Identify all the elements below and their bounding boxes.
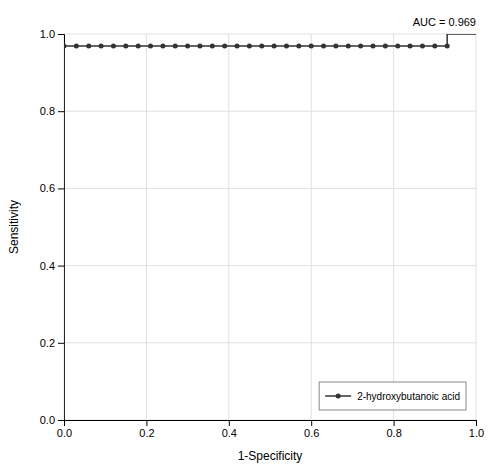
tick-mark — [58, 343, 64, 344]
point — [123, 43, 128, 48]
axis-domain — [65, 421, 477, 427]
grid-line-y — [64, 342, 476, 343]
tick-label: 0.2 — [139, 427, 154, 439]
point — [346, 43, 351, 48]
point — [247, 43, 252, 48]
point — [160, 43, 165, 48]
tick-mark — [58, 266, 64, 267]
point — [136, 43, 141, 48]
grid-line-y — [64, 111, 476, 112]
tick-mark — [146, 420, 147, 426]
grid-line-x — [393, 34, 394, 420]
tick: 0.8 — [386, 420, 401, 439]
point — [296, 43, 301, 48]
legend-label: 2-hydroxybutanoic acid — [357, 391, 460, 402]
tick-label: 0.6 — [40, 182, 55, 194]
tick: 0.6 — [304, 420, 319, 439]
tick-label: 0.4 — [222, 427, 237, 439]
grid-line-y — [64, 188, 476, 189]
marks — [64, 34, 476, 420]
y-axis: 0.0 0.2 0.4 0.6 0.8 1.0 — [40, 28, 65, 426]
tick-label: 0.6 — [304, 427, 319, 439]
tick-mark — [58, 420, 64, 421]
legend: 2-hydroxybutanoic acid — [319, 382, 466, 410]
tick-label: 0.8 — [386, 427, 401, 439]
point — [445, 43, 450, 48]
point — [259, 43, 264, 48]
point — [222, 43, 227, 48]
tick-label: 0.0 — [57, 427, 72, 439]
point — [309, 43, 314, 48]
tick: 0.2 — [40, 337, 64, 349]
tick-mark — [311, 420, 312, 426]
tick: 0.6 — [40, 182, 64, 194]
grid — [64, 34, 476, 420]
tick: 0.0 — [57, 420, 72, 439]
grid-line-x — [311, 34, 312, 420]
legend-box — [319, 382, 466, 410]
y-axis-title: Sensitivity — [7, 200, 21, 254]
point — [74, 43, 79, 48]
point — [284, 43, 289, 48]
point — [148, 43, 153, 48]
grid-line-x — [476, 34, 477, 420]
point — [420, 43, 425, 48]
roc-line — [64, 34, 476, 420]
point — [333, 43, 338, 48]
tick-label: 0.2 — [40, 337, 55, 349]
grid-line-x — [146, 34, 147, 420]
point — [395, 43, 400, 48]
tick-mark — [58, 188, 64, 189]
point — [173, 43, 178, 48]
point — [371, 43, 376, 48]
tick-label: 0.4 — [40, 260, 55, 272]
point — [99, 43, 104, 48]
point — [383, 43, 388, 48]
legend-symbol — [336, 394, 341, 399]
tick-mark — [476, 420, 477, 426]
point — [432, 43, 437, 48]
point — [111, 43, 116, 48]
tick: 0.4 — [40, 260, 64, 272]
chart: 0.0 0.2 0.4 0.6 0.8 1.0 0.0 0.2 0.4 0.6 0.8 1.0 2-hy… — [0, 0, 500, 474]
tick: 0.4 — [222, 420, 237, 439]
x-axis: 0.0 0.2 0.4 0.6 0.8 1.0 — [57, 420, 484, 439]
tick-mark — [58, 34, 64, 35]
annotation: AUC = 0.969 — [413, 16, 476, 28]
point — [197, 43, 202, 48]
point — [64, 43, 67, 48]
point — [185, 43, 190, 48]
tick-mark — [58, 111, 64, 112]
tick-label: 0.8 — [40, 105, 55, 117]
tick-mark — [229, 420, 230, 426]
tick: 0.2 — [139, 420, 154, 439]
tick-mark — [394, 420, 395, 426]
tick: 0.8 — [40, 105, 64, 117]
point — [358, 43, 363, 48]
axis-domain — [58, 35, 65, 421]
plot: 0.0 0.2 0.4 0.6 0.8 1.0 0.0 0.2 0.4 0.6 0.8 1.0 2-hy… — [40, 28, 484, 439]
grid-line-y — [64, 265, 476, 266]
tick: 1.0 — [469, 420, 484, 439]
point — [408, 43, 413, 48]
tick: 1.0 — [40, 28, 64, 40]
x-axis-title: 1-Specificity — [238, 449, 303, 463]
point — [86, 43, 91, 48]
grid-line-x — [228, 34, 229, 420]
tick: 0.0 — [40, 414, 64, 426]
point — [235, 43, 240, 48]
tick-label: 1.0 — [40, 28, 55, 40]
point — [321, 43, 326, 48]
tick-label: 1.0 — [469, 427, 484, 439]
grid-line-y — [64, 34, 476, 35]
point — [210, 43, 215, 48]
tick-label: 0.0 — [40, 414, 55, 426]
point — [272, 43, 277, 48]
